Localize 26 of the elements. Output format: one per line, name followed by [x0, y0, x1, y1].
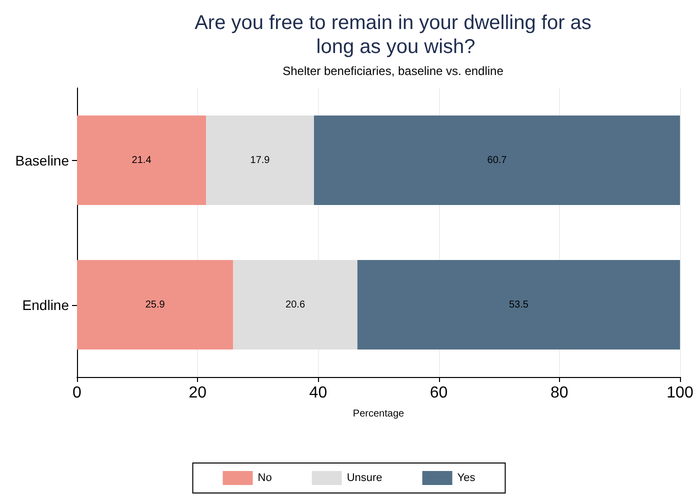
- data-label: 17.9: [250, 154, 270, 166]
- bar: [77, 115, 206, 206]
- legend-label: No: [258, 472, 272, 484]
- data-label: 20.6: [286, 299, 306, 310]
- x-tick-label: 60: [430, 384, 448, 402]
- y-tick-label: Baseline: [15, 152, 70, 168]
- data-label: 25.9: [145, 299, 166, 310]
- x-tick-label: 40: [309, 384, 328, 402]
- bar: [314, 115, 680, 206]
- bar: [233, 260, 358, 350]
- chart-title: Are you free to remain in your dwelling for as long as you wish?: [194, 12, 592, 58]
- data-label: 53.5: [508, 299, 529, 310]
- y-tick-label: Endline: [22, 296, 70, 313]
- x-tick-label: 100: [666, 384, 694, 402]
- legend-label: Yes: [457, 472, 476, 484]
- x-tick-label: 0: [72, 384, 82, 402]
- bar: [206, 115, 314, 206]
- legend-label: Unsure: [346, 472, 382, 484]
- chart-subtitle: Shelter beneficiaries, baseline vs. endline: [282, 64, 504, 78]
- x-axis-title: Percentage: [352, 408, 405, 420]
- data-label: 60.7: [487, 154, 508, 166]
- x-tick-label: 20: [188, 384, 207, 402]
- bar: [357, 260, 680, 350]
- x-tick-label: 80: [550, 384, 568, 402]
- bar: [77, 260, 234, 350]
- data-label: 21.4: [132, 154, 152, 166]
